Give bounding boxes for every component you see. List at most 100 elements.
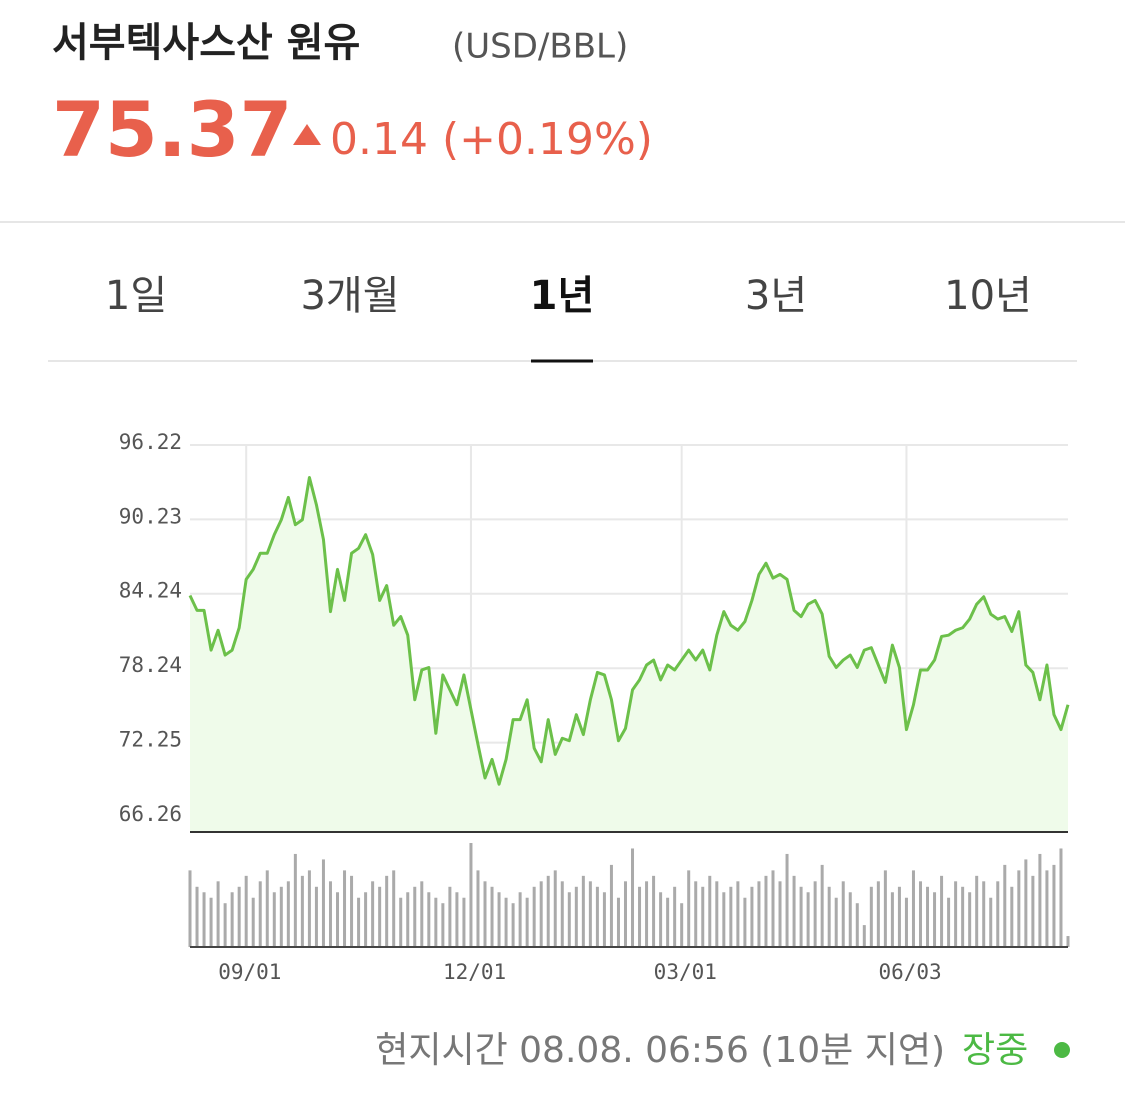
volume-bar	[209, 897, 213, 947]
volume-bar	[567, 892, 571, 947]
volume-bar	[476, 870, 480, 947]
volume-bar	[813, 881, 817, 947]
volume-bar	[743, 897, 747, 947]
volume-bar	[834, 897, 838, 947]
volume-bar	[293, 853, 297, 947]
volume-bar	[497, 892, 501, 947]
status: 장중	[962, 1030, 1028, 1071]
volume-bar	[286, 881, 290, 947]
volume-bar	[216, 881, 220, 947]
volume-bar	[933, 892, 937, 947]
volume-bar	[968, 892, 972, 947]
volume-bar	[623, 881, 627, 947]
volume-bar	[300, 875, 304, 947]
volume-bar	[890, 892, 894, 947]
volume-bar	[652, 875, 656, 947]
volume-bar	[364, 892, 368, 947]
volume-bar	[251, 897, 255, 947]
tab[interactable]: 3년	[745, 273, 807, 319]
volume-bar	[490, 886, 494, 947]
volume-bar	[532, 886, 536, 947]
volume-bar	[1024, 859, 1028, 947]
volume-bar	[455, 892, 459, 947]
price-line	[188, 476, 1070, 786]
tab-bar: 1일 3개월 1년 3년 10년	[105, 273, 1032, 363]
unit: (USD/BBL)	[452, 27, 628, 67]
volume-bar	[722, 892, 726, 947]
volume-bar	[820, 864, 824, 947]
volume-bar	[989, 897, 993, 947]
volume-bar	[638, 886, 642, 947]
volume-bar	[483, 881, 487, 947]
tab[interactable]: 3개월	[300, 273, 399, 319]
volume-bar	[1031, 875, 1035, 947]
tab[interactable]: 1년	[530, 273, 595, 319]
volume-bar	[1052, 864, 1056, 947]
tab[interactable]: 10년	[944, 273, 1032, 319]
volume-bar	[230, 892, 234, 947]
volume-bar	[1010, 886, 1014, 947]
volume-bar	[1038, 853, 1042, 947]
y-tick-label: 78.24	[119, 653, 182, 677]
y-tick-label: 90.23	[119, 504, 182, 528]
volume-bar	[771, 870, 775, 947]
volume-bar	[736, 881, 740, 947]
y-tick-label: 66.26	[119, 802, 182, 826]
volume-bar	[321, 859, 325, 947]
volume-bar	[911, 870, 915, 947]
volume-bar	[701, 886, 705, 947]
volume-bar	[996, 881, 1000, 947]
volume-bar	[792, 875, 796, 947]
volume-bar	[694, 881, 698, 947]
volume-bar	[1059, 848, 1063, 947]
footer-time: 현지시간 08.08. 06:56 (10분 지연)	[375, 1030, 945, 1071]
volume-bar	[982, 881, 986, 947]
volume-bar	[420, 881, 424, 947]
tab[interactable]: 1일	[105, 273, 167, 319]
volume-bar	[954, 881, 958, 947]
volume-bar	[258, 881, 262, 947]
volume-bar	[195, 886, 199, 947]
volume-bar	[560, 881, 564, 947]
volume-bar	[279, 886, 283, 947]
volume-bar	[469, 843, 473, 947]
volume-bar	[764, 875, 768, 947]
volume-bar	[581, 875, 585, 947]
volume-bar	[595, 886, 599, 947]
volume-bar	[504, 897, 508, 947]
volume-bar	[940, 875, 944, 947]
volume-bar	[307, 870, 311, 947]
y-tick-label: 96.22	[119, 430, 182, 454]
volume-bar	[392, 870, 396, 947]
x-tick-label: 03/01	[654, 960, 717, 984]
volume-bar	[553, 870, 557, 947]
volume-bar	[328, 881, 332, 947]
volume-bar	[448, 886, 452, 947]
volume-bar	[343, 870, 347, 947]
volume-bar	[904, 897, 908, 947]
volume-bar	[1003, 864, 1007, 947]
y-tick-label: 84.24	[119, 579, 182, 603]
volume-bar	[1066, 936, 1070, 947]
volume-bar	[673, 886, 677, 947]
volume-bar	[602, 892, 606, 947]
change: 0.14	[330, 114, 428, 165]
volume-bar	[708, 875, 712, 947]
volume-bar	[883, 870, 887, 947]
volume-bar	[314, 886, 318, 947]
x-tick-label: 12/01	[443, 960, 506, 984]
x-tick-label: 09/01	[218, 960, 281, 984]
volume-bar	[371, 881, 375, 947]
volume-bar	[350, 875, 354, 947]
volume-bar	[961, 886, 965, 947]
up-arrow	[293, 124, 321, 145]
volume-bar	[336, 892, 340, 947]
volume-bar	[237, 886, 241, 947]
volume-bar	[223, 903, 227, 947]
volume-bar	[975, 875, 979, 947]
volume-bar	[441, 903, 445, 947]
volume-bar	[546, 875, 550, 947]
volume-bar	[539, 881, 543, 947]
volume-bar	[729, 886, 733, 947]
